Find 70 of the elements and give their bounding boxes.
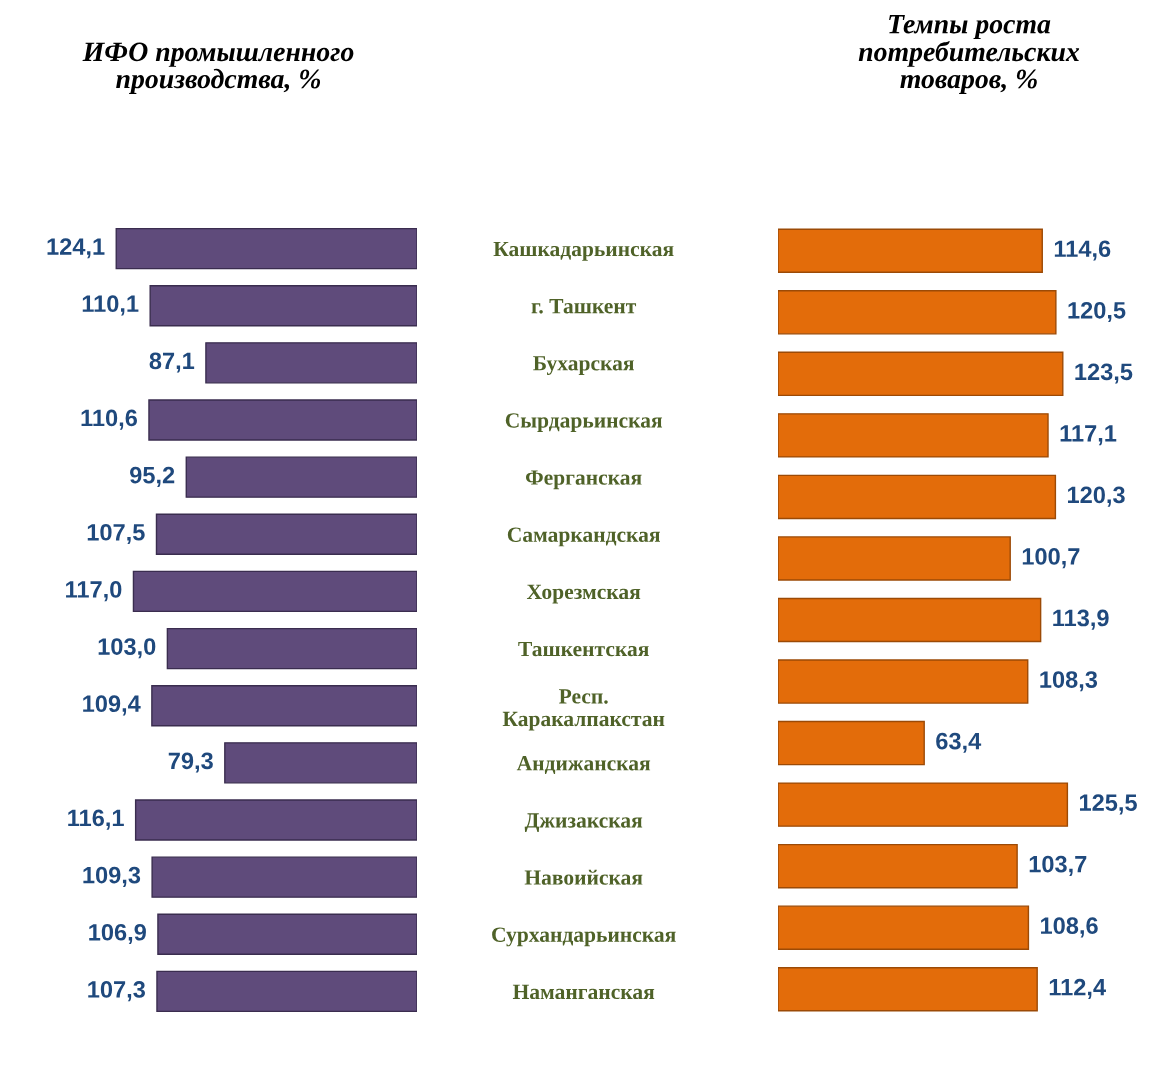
data-label: 110,6 — [81, 409, 137, 430]
bar — [778, 843, 1018, 889]
y-tick-label: Ташкентская — [518, 641, 649, 657]
bar — [166, 627, 417, 670]
data-label: 110,1 — [82, 295, 139, 316]
data-label: 107,3 — [88, 981, 145, 1002]
data-label: 117,0 — [66, 581, 122, 602]
data-label: 107,5 — [87, 523, 145, 545]
y-tick-label: Самаркандская — [507, 527, 660, 547]
data-label: 108,3 — [1040, 671, 1098, 692]
data-label: 114,6 — [1054, 240, 1111, 261]
y-tick-label: Хорезмская — [526, 584, 641, 604]
y-tick-label: Андижанская — [516, 756, 651, 775]
bar — [134, 799, 417, 841]
bar — [778, 228, 1043, 274]
data-label: 95,2 — [130, 466, 175, 487]
data-label: 100,7 — [1022, 548, 1080, 569]
bar — [778, 720, 925, 766]
data-label: 63,4 — [936, 732, 982, 753]
chart-title: ИФО промышленного производства, % — [82, 42, 354, 94]
y-tick-label: Респ. Каракалпакстан — [502, 689, 665, 731]
y-tick-label: Бухарская — [533, 356, 634, 375]
data-label: 120,3 — [1068, 486, 1125, 507]
bar — [157, 913, 417, 955]
bar — [778, 536, 1011, 581]
bar — [224, 742, 417, 784]
data-label: 103,0 — [98, 638, 156, 659]
y-tick-label: г. Ташкент — [531, 299, 637, 314]
y-tick-label: Сырдарьинская — [505, 413, 663, 433]
data-label: 123,5 — [1075, 363, 1133, 384]
bar — [778, 474, 1057, 520]
bar — [148, 399, 417, 441]
data-label: 125,5 — [1079, 794, 1137, 815]
y-tick-label: Джизакская — [524, 813, 643, 833]
y-tick-label: Навоийская — [524, 869, 643, 885]
data-label: 108,6 — [1041, 917, 1098, 938]
bar — [132, 570, 417, 613]
bar — [778, 413, 1049, 458]
data-label: 116,1 — [68, 809, 124, 830]
bar — [149, 285, 417, 327]
data-label: 112,4 — [1049, 978, 1106, 999]
y-tick-label: Наманганская — [512, 984, 655, 1000]
bar — [778, 782, 1069, 827]
data-label: 106,9 — [89, 923, 146, 945]
bar — [778, 597, 1042, 643]
bar — [778, 351, 1064, 397]
data-label: 87,1 — [149, 352, 195, 373]
data-label: 117,1 — [1060, 425, 1117, 446]
data-label: 120,5 — [1068, 301, 1126, 323]
bar — [205, 342, 417, 384]
data-label: 124,1 — [47, 238, 105, 259]
bar — [778, 905, 1030, 950]
bar — [185, 456, 417, 498]
bar — [115, 227, 417, 270]
data-label: 109,3 — [83, 866, 141, 887]
y-tick-label: Кашкадарьинская — [493, 241, 674, 261]
bar — [155, 513, 417, 555]
chart-title: Темпы роста потребительских товаров, % — [858, 14, 1080, 94]
bar — [778, 966, 1038, 1012]
bar — [151, 856, 417, 898]
data-label: 103,7 — [1029, 855, 1087, 876]
bar — [778, 659, 1029, 704]
bar — [156, 970, 417, 1013]
data-label: 113,9 — [1053, 609, 1109, 630]
y-tick-label: Ферганская — [525, 470, 642, 490]
data-label: 109,4 — [83, 695, 141, 716]
bar — [151, 685, 417, 727]
data-label: 79,3 — [168, 752, 213, 773]
y-tick-label: Сурхандарьинская — [492, 927, 676, 947]
bar — [778, 290, 1057, 335]
